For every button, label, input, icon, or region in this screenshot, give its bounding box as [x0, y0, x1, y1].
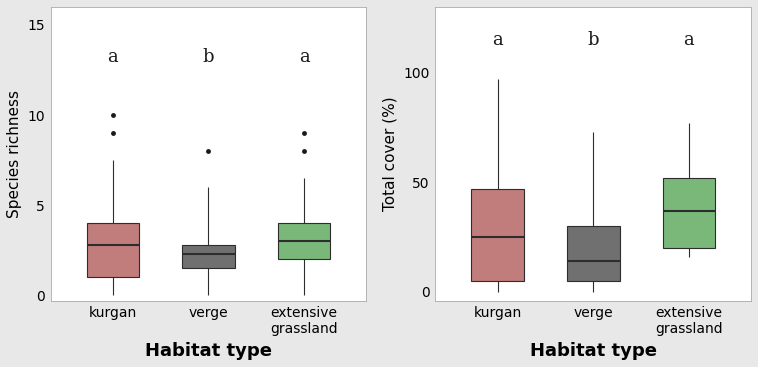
Text: b: b: [202, 48, 215, 66]
Text: b: b: [587, 31, 599, 49]
X-axis label: Habitat type: Habitat type: [145, 342, 272, 360]
Text: a: a: [299, 48, 309, 66]
Y-axis label: Species richness: Species richness: [7, 90, 22, 218]
Bar: [86, 223, 139, 277]
Y-axis label: Total cover (%): Total cover (%): [383, 97, 398, 211]
Bar: [182, 245, 235, 268]
Text: a: a: [492, 31, 503, 49]
X-axis label: Habitat type: Habitat type: [530, 342, 656, 360]
Bar: [662, 178, 716, 248]
Bar: [278, 223, 330, 259]
Bar: [567, 226, 619, 281]
Text: a: a: [684, 31, 694, 49]
Text: a: a: [108, 48, 118, 66]
Bar: [471, 189, 524, 281]
